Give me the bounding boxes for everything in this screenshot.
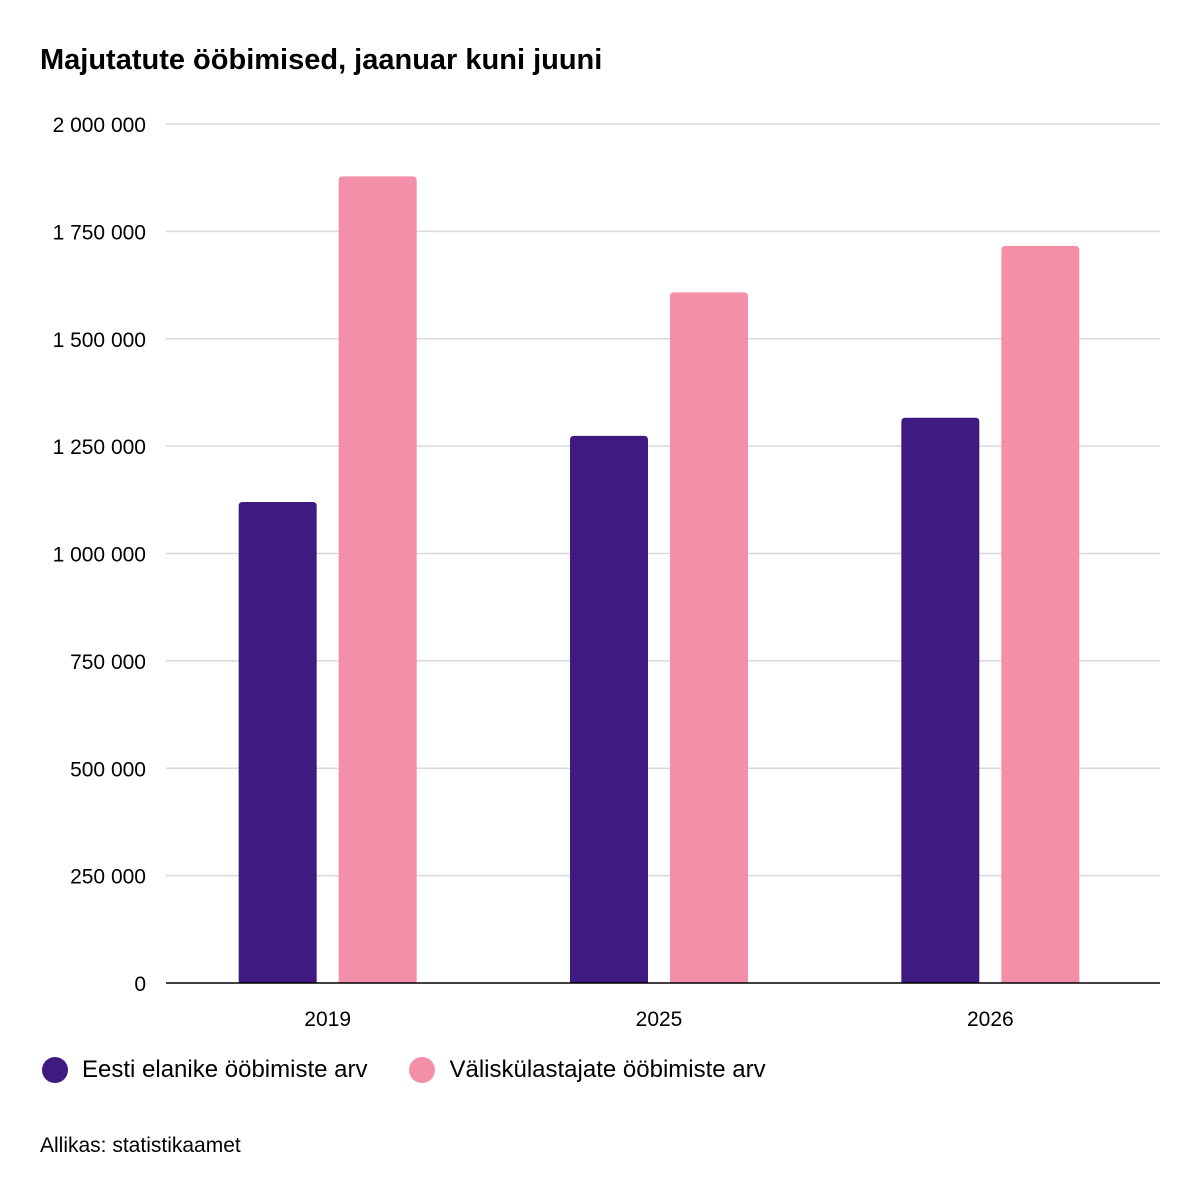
x-tick-label: 2026 — [967, 1008, 1014, 1031]
y-tick-label: 750 000 — [70, 651, 146, 674]
bars — [238, 176, 1080, 984]
legend-swatch-eesti — [42, 1057, 68, 1083]
y-tick-label: 1 000 000 — [53, 544, 146, 567]
legend-item-eesti: Eesti elanike ööbimiste arv — [42, 1056, 367, 1084]
bar-2019-series-1 — [338, 176, 417, 984]
y-tick-label: 0 — [134, 973, 146, 996]
legend-label-eesti: Eesti elanike ööbimiste arv — [82, 1056, 368, 1083]
chart-title: Majutatute ööbimised, jaanuar kuni juuni — [40, 44, 603, 76]
bar-2025-series-1 — [670, 292, 748, 983]
y-tick-label: 1 500 000 — [53, 329, 146, 352]
x-tick-label: 2025 — [636, 1008, 683, 1031]
legend-swatch-valis — [409, 1057, 436, 1083]
y-axis-ticks: 0 250 000 500 000 750 000 1 000 000 1 250 000… — [53, 114, 146, 996]
legend-item-valis: Väliskülastajate ööbimiste arv — [409, 1056, 766, 1084]
source-note: Allikas: statistikaamet — [40, 1134, 241, 1157]
y-tick-label: 1 750 000 — [53, 221, 146, 244]
x-tick-label: 2019 — [304, 1008, 351, 1031]
y-tick-label: 250 000 — [70, 866, 146, 889]
bar-2025-series-0 — [570, 435, 648, 983]
bar-2019-series-0 — [238, 501, 317, 983]
gridlines — [166, 123, 1160, 877]
y-tick-label: 1 250 000 — [53, 436, 146, 459]
y-tick-label: 500 000 — [70, 758, 146, 781]
x-axis-ticks: 2019 2025 2026 — [304, 1008, 1013, 1031]
y-tick-label: 2 000 000 — [53, 114, 146, 137]
legend: Eesti elanike ööbimiste arv Väliskülasta… — [42, 1056, 808, 1084]
legend-label-valis: Väliskülastajate ööbimiste arv — [449, 1056, 766, 1083]
bar-2026-series-1 — [1001, 245, 1080, 983]
bar-2026-series-0 — [901, 417, 980, 983]
